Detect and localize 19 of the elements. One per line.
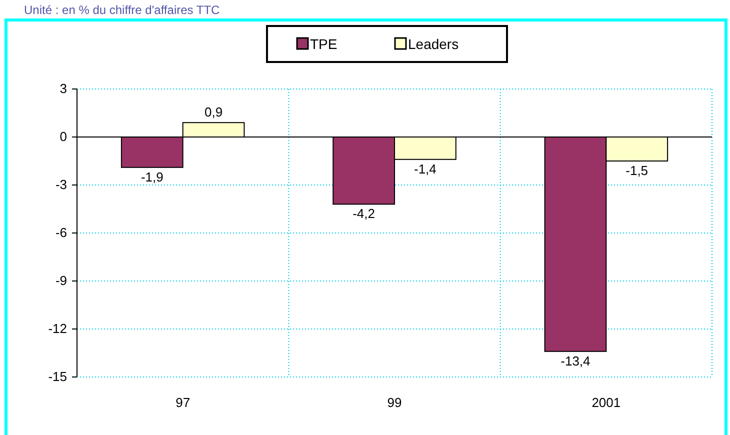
data-label: -1,5 <box>626 163 648 178</box>
chart-title: Unité : en % du chiffre d'affaires TTC <box>24 3 220 17</box>
data-label: 0,9 <box>204 104 223 120</box>
data-label: -1,9 <box>140 169 164 184</box>
y-tick-label: 0 <box>60 129 67 144</box>
y-tick-label: -12 <box>48 321 67 336</box>
data-label: -4,2 <box>352 206 376 222</box>
y-tick-label: 3 <box>60 81 67 96</box>
y-tick-label: -15 <box>48 369 67 384</box>
data-label: -1,4 <box>414 161 436 176</box>
x-tick-label: 99 <box>387 395 402 410</box>
y-tick-label: -9 <box>55 273 67 288</box>
data-label: -13,4 <box>560 353 590 368</box>
y-tick-label: -6 <box>55 225 67 240</box>
legend-label: TPE <box>310 36 338 52</box>
x-tick-label: 97 <box>176 395 190 410</box>
legend-label: Leaders <box>408 36 459 52</box>
y-tick-label: -3 <box>55 177 67 192</box>
x-tick-label: 2001 <box>592 395 621 410</box>
